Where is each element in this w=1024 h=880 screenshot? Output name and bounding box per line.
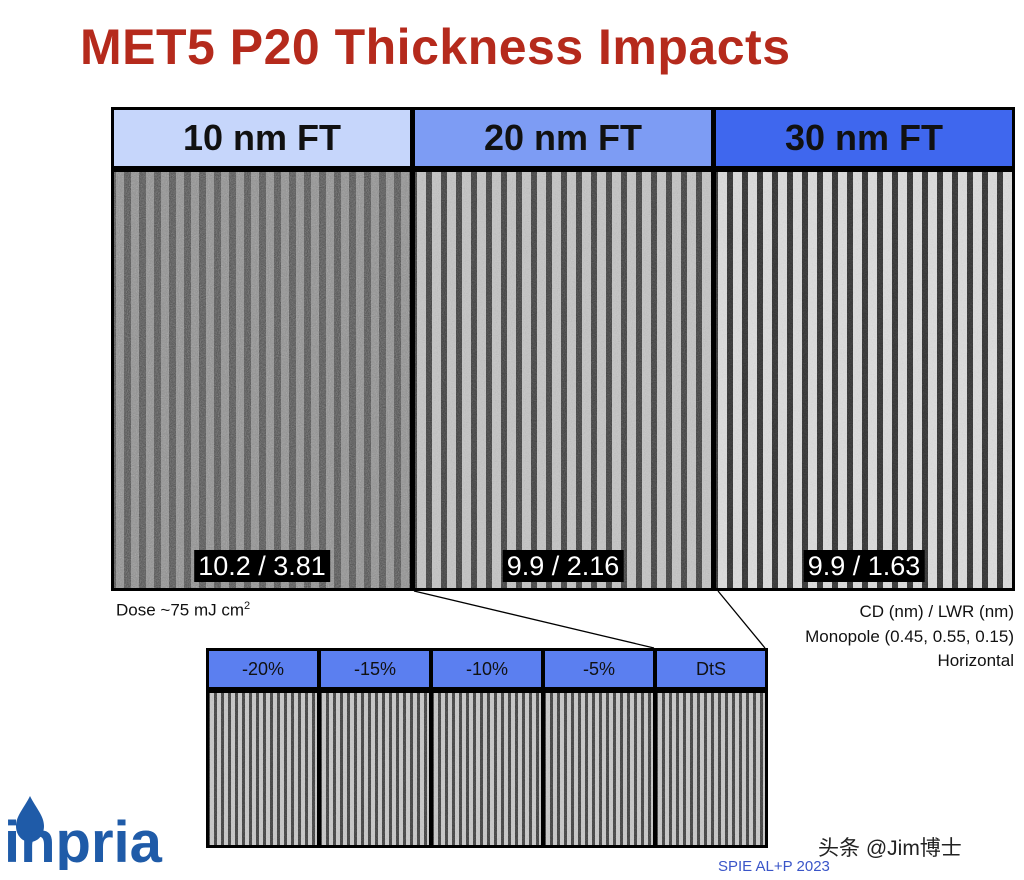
- sem-image-30nm: [716, 172, 1012, 588]
- dose-step-sem: [657, 693, 765, 845]
- measurement-label: 9.9 / 1.63: [803, 550, 925, 582]
- dose-step-label: -10%: [433, 651, 541, 687]
- inpria-logo: inpria: [4, 796, 163, 870]
- dose-step-tile: -10%: [433, 651, 541, 845]
- panel-label: 10 nm FT: [114, 110, 410, 166]
- panel-30nm: 30 nm FT 9.9 / 1.63: [716, 110, 1012, 588]
- dose-step-tile: -15%: [321, 651, 429, 845]
- dose-step-sem: [209, 693, 317, 845]
- dose-step-label: -20%: [209, 651, 317, 687]
- metric-note: CD (nm) / LWR (nm): [859, 602, 1014, 621]
- panel-label: 20 nm FT: [415, 110, 711, 166]
- sem-image-10nm: [114, 172, 410, 588]
- dose-series-grid: -20% -15% -10% -5% DtS: [206, 648, 768, 848]
- dose-step-label: DtS: [657, 651, 765, 687]
- dose-step-tile: -20%: [209, 651, 317, 845]
- logo-wordmark: inpria: [4, 810, 163, 870]
- dose-step-tile: -5%: [545, 651, 653, 845]
- dose-note: Dose ~75 mJ cm2: [116, 600, 251, 620]
- dose-step-label: -5%: [545, 651, 653, 687]
- watermark: 头条 @Jim博士: [818, 837, 962, 860]
- panel-20nm: 20 nm FT 9.9 / 2.16: [415, 110, 711, 588]
- dose-step-label: -15%: [321, 651, 429, 687]
- illumination-note: Monopole (0.45, 0.55, 0.15): [805, 627, 1014, 646]
- measurement-label: 10.2 / 3.81: [194, 550, 330, 582]
- dose-step-sem: [433, 693, 541, 845]
- slide-title: MET5 P20 Thickness Impacts: [80, 19, 791, 75]
- orientation-note: Horizontal: [937, 651, 1014, 670]
- dose-step-sem: [545, 693, 653, 845]
- measurement-label: 9.9 / 2.16: [502, 550, 624, 582]
- panel-10nm: 10 nm FT 10.2 / 3.81: [114, 110, 410, 588]
- panel-label: 30 nm FT: [716, 110, 1012, 166]
- droplet-icon: [16, 796, 44, 842]
- dose-step-tile: DtS: [657, 651, 765, 845]
- source-citation: SPIE AL+P 2023: [718, 858, 830, 875]
- dose-step-sem: [321, 693, 429, 845]
- sem-image-20nm: [415, 172, 711, 588]
- sem-comparison-grid: 10 nm FT 10.2 / 3.81 20 nm FT: [111, 107, 1015, 591]
